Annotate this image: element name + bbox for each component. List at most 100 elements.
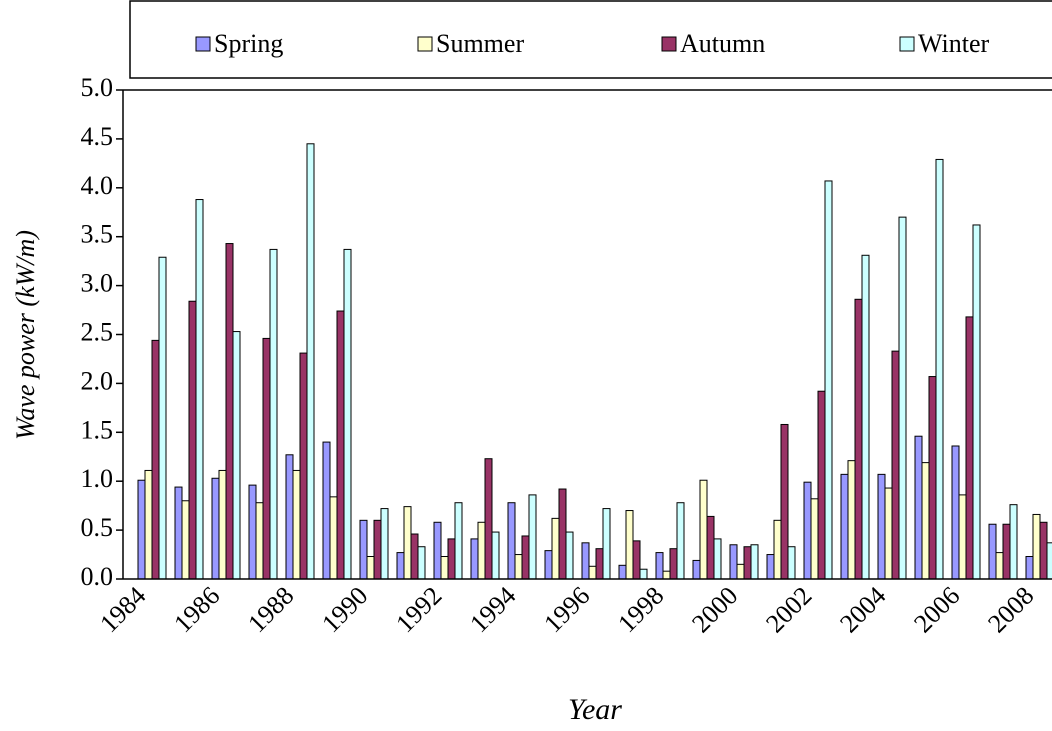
bar xyxy=(470,538,479,580)
bar xyxy=(951,445,960,580)
bar xyxy=(551,517,560,580)
legend-swatch xyxy=(195,36,211,52)
bar xyxy=(847,460,856,580)
bar xyxy=(188,300,197,580)
bar xyxy=(921,462,930,580)
bar xyxy=(965,316,974,580)
bar xyxy=(1032,513,1041,580)
bar xyxy=(914,435,923,580)
bar xyxy=(861,254,870,580)
x-tick-label: 1992 xyxy=(390,581,447,638)
bar xyxy=(595,548,604,580)
bar xyxy=(803,481,812,580)
bar xyxy=(292,469,301,580)
bar xyxy=(1009,504,1018,580)
y-tick-label: 2.5 xyxy=(81,317,114,346)
legend-swatch xyxy=(899,36,915,52)
bar xyxy=(403,506,412,580)
bar xyxy=(248,484,257,580)
x-tick-label: 2002 xyxy=(760,581,817,638)
bar xyxy=(507,502,516,580)
bar xyxy=(380,508,389,580)
legend-swatch xyxy=(661,36,677,52)
x-tick-label: 2008 xyxy=(982,581,1039,638)
bar xyxy=(618,564,627,580)
bar xyxy=(521,535,530,580)
bar xyxy=(854,298,863,580)
bar xyxy=(225,243,234,580)
bar xyxy=(713,538,722,580)
bar xyxy=(144,469,153,580)
y-axis-title: Wave power (kW/m) xyxy=(11,230,40,440)
bar xyxy=(306,143,315,580)
bar xyxy=(477,521,486,580)
bar xyxy=(255,502,264,580)
bar xyxy=(396,552,405,580)
bar xyxy=(181,500,190,580)
bar xyxy=(588,565,597,580)
bar xyxy=(218,469,227,580)
bar xyxy=(625,510,634,580)
bar xyxy=(824,180,833,580)
bar xyxy=(958,494,967,580)
bar xyxy=(766,554,775,580)
bar xyxy=(336,310,345,580)
bar xyxy=(972,224,981,580)
bar xyxy=(1002,523,1011,580)
bar xyxy=(417,546,426,580)
bar xyxy=(692,559,701,580)
y-tick-label: 4.0 xyxy=(81,171,114,200)
bar xyxy=(137,479,146,580)
legend-swatch xyxy=(417,36,433,52)
bar xyxy=(736,563,745,580)
bar xyxy=(343,248,352,580)
bar xyxy=(528,494,537,580)
bar xyxy=(558,488,567,580)
bar xyxy=(884,487,893,580)
bar xyxy=(639,568,648,580)
bar xyxy=(877,473,886,580)
legend-label: Winter xyxy=(918,29,989,58)
bar xyxy=(1039,521,1048,580)
bar xyxy=(440,556,449,580)
bar xyxy=(898,216,907,580)
x-tick-label: 1986 xyxy=(168,581,225,638)
bar xyxy=(632,540,641,580)
y-tick-label: 3.5 xyxy=(81,220,114,249)
y-tick-label: 1.5 xyxy=(81,415,114,444)
bar xyxy=(232,331,241,580)
x-tick-label: 2006 xyxy=(908,581,965,638)
bar xyxy=(299,352,308,580)
bar xyxy=(995,552,1004,580)
legend-box xyxy=(129,0,1052,79)
bar xyxy=(491,531,500,580)
bar xyxy=(269,248,278,580)
bar xyxy=(676,502,685,580)
bar xyxy=(211,477,220,580)
bar xyxy=(262,337,271,580)
bar xyxy=(840,473,849,580)
bar xyxy=(565,531,574,580)
x-tick-label: 2000 xyxy=(686,581,743,638)
x-tick-label: 2004 xyxy=(834,581,891,638)
bar xyxy=(602,508,611,580)
bar xyxy=(195,199,204,580)
bar xyxy=(988,523,997,580)
x-tick-label: 1996 xyxy=(538,581,595,638)
y-tick-label: 3.0 xyxy=(81,269,114,298)
x-tick-label: 1994 xyxy=(464,581,521,638)
bar xyxy=(359,519,368,580)
bar xyxy=(484,458,493,580)
y-tick-label: 0.0 xyxy=(81,562,114,591)
bar xyxy=(174,486,183,580)
y-tick-label: 4.5 xyxy=(81,122,114,151)
bar xyxy=(655,552,664,580)
x-axis-title: Year xyxy=(568,693,622,726)
bar xyxy=(729,544,738,580)
bar xyxy=(329,496,338,580)
bar xyxy=(366,556,375,580)
bar xyxy=(750,544,759,580)
x-tick-label: 1998 xyxy=(612,581,669,638)
bar xyxy=(787,546,796,580)
